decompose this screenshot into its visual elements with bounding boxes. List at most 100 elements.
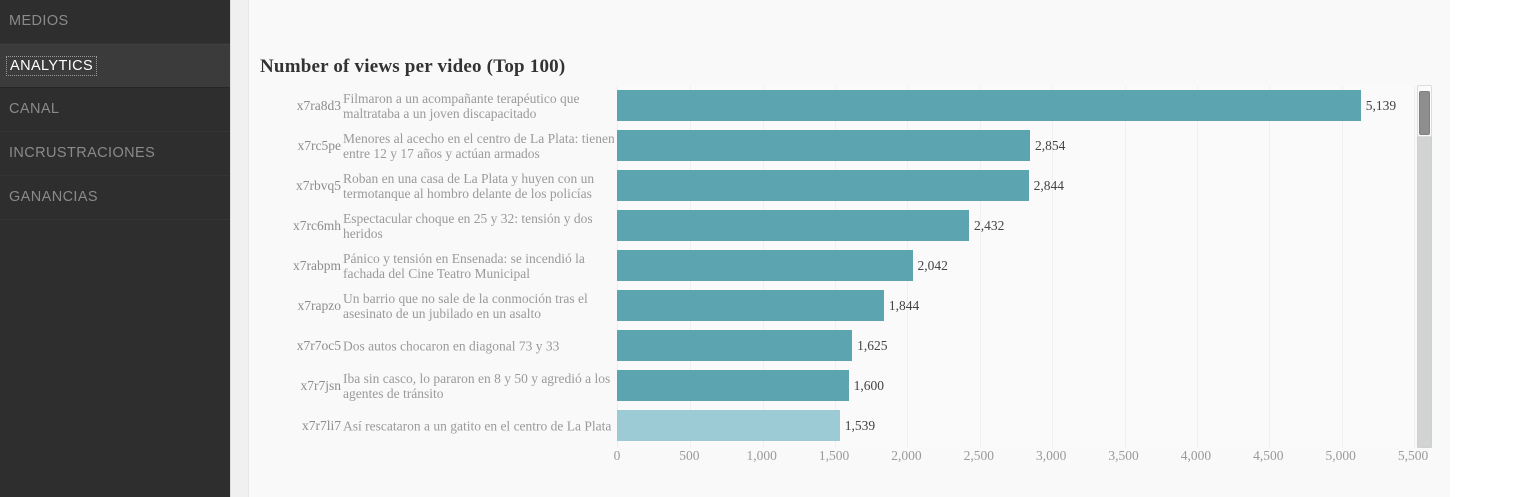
video-title-label: Un barrio que no sale de la conmoción tr… [343, 291, 615, 321]
video-title-line: agentes de tránsito [343, 386, 444, 401]
bar-track: 1,600 [617, 366, 1451, 406]
x-axis-tick: 2,000 [891, 448, 922, 463]
video-title-label: Espectacular choque en 25 y 32: tensión … [343, 211, 615, 241]
sidebar-item-label: INCRUSTRACIONES [9, 145, 156, 162]
bar[interactable] [617, 130, 1031, 161]
bar[interactable] [617, 410, 840, 441]
video-id-label: x7rbvq5 [296, 178, 341, 193]
chart-row[interactable]: x7r7li7 Así rescataron a un gatito en el … [249, 406, 1451, 446]
video-title-line: fachada del Cine Teatro Municipal [343, 266, 530, 281]
video-title-line: maltrataba a un joven discapacitado [343, 106, 537, 121]
gridline [1269, 86, 1271, 448]
chart-row[interactable]: x7rapzo Un barrio que no sale de la conmo… [249, 286, 1451, 326]
bar-track: 5,139 [617, 86, 1451, 126]
sidebar-item-label: ANALYTICS [5, 55, 98, 77]
bar-value-label: 5,139 [1365, 98, 1397, 113]
gridline [1124, 86, 1126, 448]
bar-track: 2,432 [617, 206, 1451, 246]
bar-value-label: 2,432 [973, 218, 1005, 233]
video-id-label: x7r7li7 [302, 418, 341, 433]
video-title-line: Dos autos chocaron en diagonal 73 y 33 [343, 338, 560, 354]
bar[interactable] [617, 370, 849, 401]
video-title-label: Pánico y tensión en Ensenada: se incendi… [343, 251, 615, 281]
bar[interactable] [617, 90, 1361, 121]
gridline [979, 86, 981, 448]
sidebar-item-label: MEDIOS [9, 13, 69, 30]
x-axis-tick: 5,500 [1397, 448, 1429, 463]
video-title-label: Así rescataron a un gatito en el centro … [343, 419, 615, 434]
video-title-label: Dos autos chocaron en diagonal 73 y 33 [343, 339, 615, 354]
x-axis-tick: 3,500 [1108, 448, 1139, 463]
sidebar-item-ganancias[interactable]: GANANCIAS [0, 176, 230, 220]
chart-row[interactable]: x7r7oc5 Dos autos chocaron en diagonal 73… [249, 326, 1451, 366]
chart-row[interactable]: x7rabpm Pánico y tensión en Ensenada: se … [249, 246, 1451, 286]
bar-value-label: 2,042 [917, 258, 948, 273]
bar-value-label: 1,625 [857, 338, 888, 353]
sidebar-item-canal[interactable]: CANAL [0, 88, 230, 132]
chart-row-list: x7ra8d3 Filmaron a un acompañante terapéu… [249, 86, 1451, 446]
bar-track: 1,539 [617, 406, 1451, 446]
chart-row[interactable]: x7ra8d3 Filmaron a un acompañante terapéu… [249, 86, 1451, 126]
x-axis-tick: 1,000 [746, 448, 777, 463]
main-sidebar: MEDIOS ANALYTICS CANAL INCRUSTRACIONES GANAN… [0, 0, 230, 497]
sidebar-item-medios[interactable]: MEDIOS [0, 0, 230, 44]
x-axis-tick: 5,000 [1325, 448, 1356, 463]
x-axis-tick: 2,500 [963, 448, 994, 463]
video-title-label: Iba sin casco, lo pararon en 8 y 50 y ag… [343, 371, 615, 401]
bar[interactable] [617, 210, 969, 241]
page-title: Number of views per video (Top 100) [260, 56, 566, 77]
video-id-label: x7rc5pe [297, 138, 341, 153]
bar-track: 2,854 [617, 126, 1451, 166]
bar-value-label: 1,600 [853, 378, 884, 393]
video-title-line: termotanque al hombro delante de los pol… [343, 186, 592, 201]
video-title-line: Así rescataron a un gatito en el centro … [343, 418, 612, 434]
bar-track: 1,625 [617, 326, 1451, 366]
chart-row[interactable]: x7rc5pe Menores al acecho en el centro de… [249, 126, 1451, 166]
sidebar-item-label: CANAL [9, 101, 60, 118]
analytics-panel: Number of views per video (Top 100) x7ra… [248, 0, 1450, 497]
x-axis-tick: 4,500 [1253, 448, 1284, 463]
bar-track: 2,844 [617, 166, 1451, 206]
gridline [1196, 86, 1198, 448]
chart-row[interactable]: x7r7jsn Iba sin casco, lo pararon en 8 y … [249, 366, 1451, 406]
bar-track: 2,042 [617, 246, 1451, 286]
x-axis-tick: 1,500 [818, 448, 850, 463]
video-id-label: x7rapzo [297, 298, 341, 313]
bar-track: 1,844 [617, 286, 1451, 326]
video-title-label: Menores al acecho en el centro de La Pla… [343, 131, 615, 161]
video-title-line: Menores al acecho en el centro de La Pla… [343, 131, 615, 146]
x-axis-tick: 0 [613, 448, 621, 463]
sidebar-item-incrustraciones[interactable]: INCRUSTRACIONES [0, 132, 230, 176]
bar[interactable] [617, 250, 913, 281]
video-title-line: asesinato de un jubilado en un asalto [343, 306, 541, 321]
video-id-label: x7r7jsn [300, 378, 342, 393]
video-title-line: Filmaron a un acompañante terapéutico qu… [343, 91, 580, 106]
bar[interactable] [617, 290, 884, 321]
x-axis-tick: 4,000 [1180, 448, 1212, 463]
video-title-line: Iba sin casco, lo pararon en 8 y 50 y ag… [343, 371, 611, 386]
sidebar-gutter [230, 0, 248, 497]
views-bar-chart: x7ra8d3 Filmaron a un acompañante terapéu… [249, 86, 1451, 448]
video-title-label: Roban en una casa de La Plata y huyen co… [343, 171, 615, 201]
gridline [1052, 86, 1054, 448]
x-axis-tick: 3,000 [1035, 448, 1067, 463]
sidebar-item-label: GANANCIAS [9, 189, 99, 206]
bar[interactable] [617, 170, 1029, 201]
video-title-line: heridos [343, 226, 383, 241]
video-id-label: x7ra8d3 [296, 98, 341, 113]
scrollbar-thumb[interactable] [1419, 91, 1430, 135]
gridline [1414, 86, 1415, 448]
x-axis: 0 500 1,000 1,500 2,000 2,500 3,000 3,500 4,000 4… [613, 448, 1429, 474]
video-title-label: Filmaron a un acompañante terapéutico qu… [343, 91, 615, 121]
bar[interactable] [617, 330, 853, 361]
chart-row[interactable]: x7rbvq5 Roban en una casa de La Plata y h… [249, 166, 1451, 206]
video-title-line: Pánico y tensión en Ensenada: se incendi… [343, 251, 585, 266]
video-id-label: x7rabpm [293, 258, 341, 273]
sidebar-item-analytics[interactable]: ANALYTICS [0, 44, 230, 88]
chart-vertical-scrollbar[interactable] [1417, 85, 1432, 448]
video-title-line: Espectacular choque en 25 y 32: tensión … [343, 211, 593, 226]
chart-row[interactable]: x7rc6mh Espectacular choque en 25 y 32: t… [249, 206, 1451, 246]
video-id-label: x7rc6mh [293, 218, 341, 233]
video-title-line: Un barrio que no sale de la conmoción tr… [343, 291, 588, 306]
